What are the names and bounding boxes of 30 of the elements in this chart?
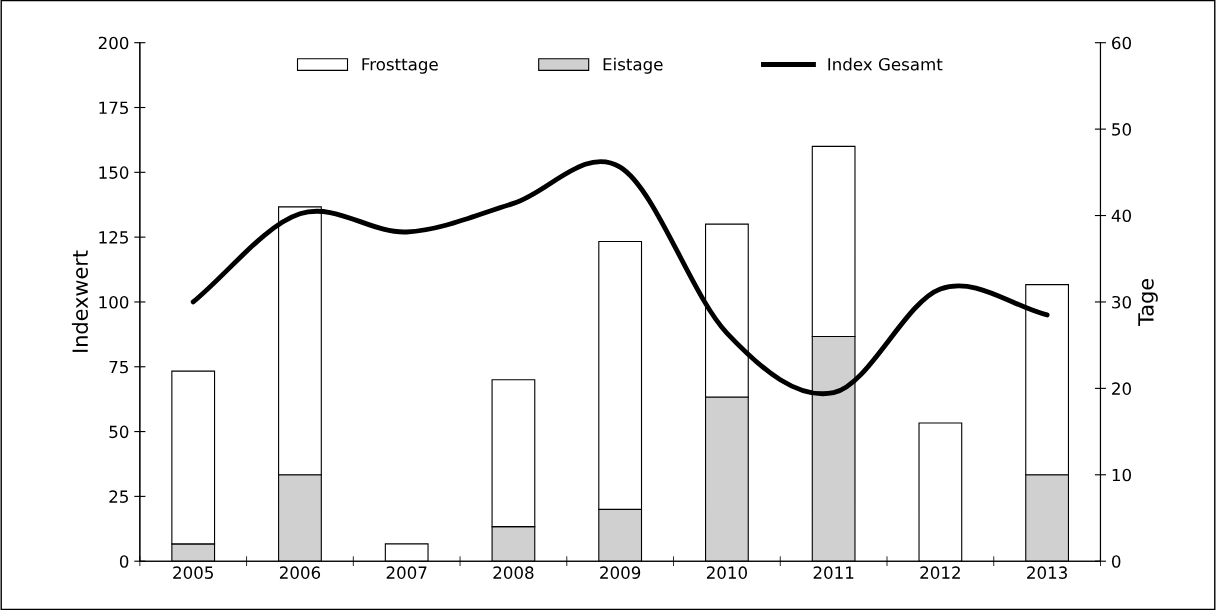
y2-tick-label: 30: [1112, 295, 1131, 309]
y-tick-label: 100: [99, 295, 129, 309]
y2-tick-label: 10: [1112, 468, 1131, 482]
y2-tick-label: 40: [1111, 209, 1131, 223]
y-tick-label: 0: [119, 555, 129, 568]
y2-axis-title: Tage: [1138, 279, 1158, 327]
x-tick-label: 2009: [600, 566, 641, 579]
x-tick-label: 2011: [813, 566, 854, 579]
x-tick-label: 2012: [920, 566, 960, 579]
legend-label: Eistage: [603, 57, 663, 74]
y2-tick-label: 50: [1112, 123, 1131, 136]
legend-label: Index Gesamt: [828, 57, 943, 71]
y-tick-label: 200: [98, 36, 129, 50]
x-tick-label: 2006: [279, 566, 321, 579]
y2-tick-label: 60: [1112, 36, 1131, 50]
y-tick-label: 150: [99, 166, 129, 179]
x-tick-label: 2013: [1027, 566, 1067, 579]
y2-tick-label: 20: [1112, 382, 1131, 395]
y-axis-title: Indexwert: [71, 250, 89, 352]
x-tick-label: 2007: [386, 566, 427, 579]
x-tick-label: 2005: [173, 566, 213, 579]
x-tick-label: 2008: [493, 566, 534, 579]
legend-label: Frosttage: [362, 58, 438, 74]
y-tick-label: 50: [109, 425, 129, 439]
y-tick-label: 125: [99, 231, 128, 244]
y-tick-label: 175: [99, 101, 128, 115]
y2-tick-label: 0: [1112, 555, 1121, 568]
x-tick-label: 2010: [706, 566, 747, 579]
y-tick-label: 25: [109, 490, 128, 503]
y-tick-label: 75: [109, 360, 128, 374]
